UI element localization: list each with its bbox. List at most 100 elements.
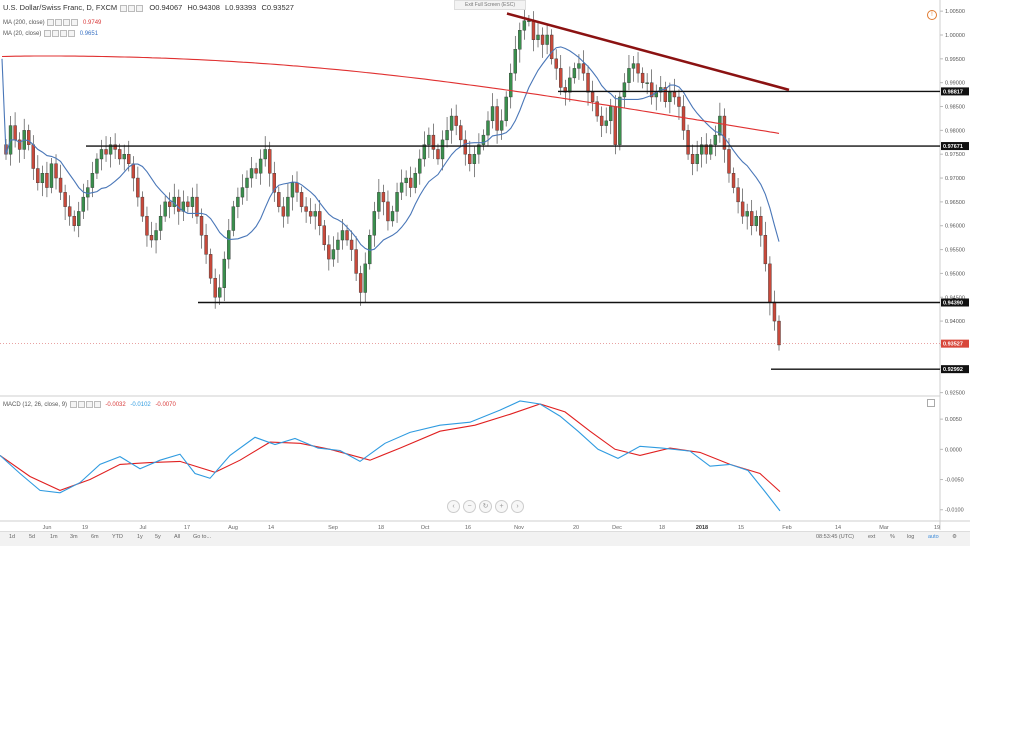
candle	[104, 149, 108, 155]
legend-button[interactable]	[47, 19, 55, 26]
y-tick-label: 0.92500	[945, 391, 965, 397]
candle	[677, 96, 681, 107]
zoom-in-button[interactable]: +	[495, 500, 508, 513]
scroll-left-button[interactable]: ‹	[447, 500, 460, 513]
legend-button[interactable]	[77, 401, 85, 408]
legend-button[interactable]	[52, 30, 60, 37]
timeframe-1m[interactable]: 1m	[50, 534, 58, 540]
candle	[740, 201, 745, 217]
goto-date-button[interactable]: Go to...	[193, 534, 212, 540]
candle	[468, 154, 472, 164]
price-chart[interactable]: 1.00500 1.00000 0.99500 0.99000 0.98500 0.980…	[0, 0, 970, 545]
candle	[308, 211, 313, 217]
x-tick-label: Dec	[612, 525, 622, 531]
candle	[377, 192, 381, 212]
x-tick-label: 18	[659, 525, 665, 531]
ma200-value: 0.9749	[83, 20, 102, 27]
candle	[345, 230, 349, 241]
legend-button[interactable]	[71, 19, 79, 26]
maximize-pane-icon[interactable]	[927, 399, 935, 407]
auto-toggle[interactable]: auto	[928, 534, 939, 540]
scroll-right-button[interactable]: ›	[511, 500, 524, 513]
ma20-line	[1, 46, 780, 251]
candle	[399, 182, 404, 193]
candle	[227, 230, 231, 260]
candle	[763, 235, 768, 265]
candle	[622, 82, 627, 98]
timeframe-5y[interactable]: 5y	[155, 534, 161, 540]
timeframe-all[interactable]: All	[174, 534, 181, 540]
timeframe-1y[interactable]: 1y	[137, 534, 143, 540]
timeframe-3m[interactable]: 3m	[70, 534, 78, 540]
percent-toggle[interactable]: %	[890, 534, 895, 540]
legend-button[interactable]	[63, 19, 71, 26]
candle	[572, 68, 577, 79]
log-toggle[interactable]: log	[907, 534, 915, 540]
candle	[777, 320, 781, 346]
candle	[700, 144, 704, 155]
candle	[495, 106, 499, 131]
candle	[72, 215, 76, 226]
legend-button[interactable]	[55, 19, 63, 26]
downtrend-line	[506, 12, 790, 92]
alert-icon[interactable]: !	[927, 10, 937, 20]
timeframe-ytd[interactable]: YTD	[112, 534, 123, 540]
candle	[299, 192, 304, 207]
candle	[586, 72, 590, 93]
y-tick-label: 0.95500	[945, 248, 965, 254]
candle	[768, 263, 772, 303]
timeframe-5d[interactable]: 5d	[29, 534, 36, 540]
zoom-out-button[interactable]: −	[463, 500, 476, 513]
header-button[interactable]	[120, 4, 128, 12]
timeframe-1d[interactable]: 1d	[9, 534, 16, 540]
x-tick-label: Jul	[139, 525, 146, 531]
candle	[240, 187, 245, 198]
x-tick-label: 14	[835, 525, 841, 531]
timeframe-6m[interactable]: 6m	[91, 534, 99, 540]
candle	[17, 139, 22, 150]
candle	[313, 211, 317, 217]
candle	[554, 58, 558, 69]
ext-toggle[interactable]: ext	[868, 534, 876, 540]
candle	[549, 34, 554, 60]
ohlc-open: O0.94067	[149, 3, 183, 12]
settings-icon[interactable]: ⚙	[952, 534, 957, 540]
legend-button[interactable]	[69, 401, 77, 408]
candle	[490, 106, 495, 122]
candle	[472, 154, 477, 164]
reset-button[interactable]: ↻	[479, 500, 492, 513]
y-tick-label: 1.00500	[945, 9, 965, 15]
legend-button[interactable]	[60, 30, 68, 37]
timeframe-bar: 1d 5d 1m 3m 6m YTD 1y 5y All Go to... 08…	[0, 531, 970, 546]
legend-button[interactable]	[68, 30, 76, 37]
price-label-box	[941, 142, 969, 151]
legend-button[interactable]	[85, 401, 93, 408]
candle	[486, 120, 490, 136]
ma20-legend: MA (20, close) 0.9651	[3, 30, 98, 37]
candle	[58, 177, 63, 193]
chart-container[interactable]: 1.00500 1.00000 0.99500 0.99000 0.98500 0.980…	[0, 0, 970, 546]
candle	[563, 87, 567, 93]
candle	[31, 144, 35, 169]
candle	[108, 144, 113, 155]
candle	[349, 239, 354, 250]
candle	[290, 182, 295, 198]
candle	[13, 125, 17, 141]
legend-button[interactable]	[93, 401, 101, 408]
candle	[67, 206, 72, 217]
candle	[459, 125, 463, 141]
candle	[186, 201, 190, 207]
candle	[49, 163, 54, 188]
x-tick-label: Sep	[328, 525, 338, 531]
macd-tick-label: -0.0050	[945, 478, 964, 484]
candle	[354, 249, 358, 274]
header-button[interactable]	[136, 4, 144, 12]
candle	[322, 225, 326, 245]
header-button[interactable]	[128, 4, 136, 12]
candle	[145, 215, 149, 236]
candle	[477, 144, 481, 155]
candle	[281, 206, 286, 217]
x-tick-label: Mar	[879, 525, 889, 531]
exit-fullscreen-button[interactable]: Exit Full Screen (ESC)	[454, 0, 526, 10]
legend-button[interactable]	[44, 30, 52, 37]
